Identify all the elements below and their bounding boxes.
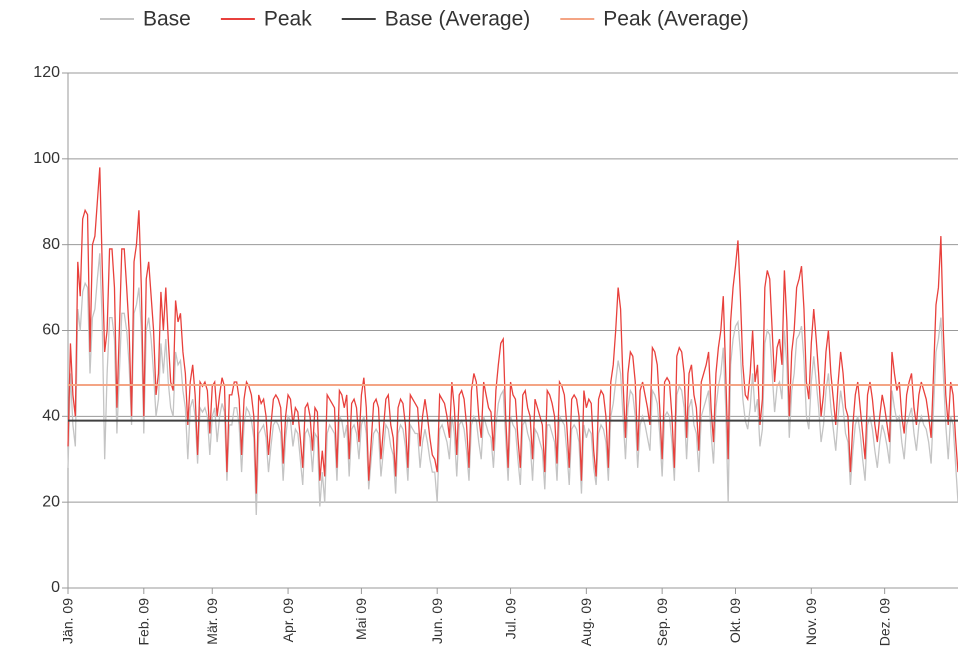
x-tick-label: Nov. 09	[803, 598, 819, 645]
y-tick-label: 20	[42, 493, 60, 510]
legend-label: Base (Average)	[385, 8, 531, 31]
y-tick-label: 120	[33, 64, 60, 81]
x-tick-label: Aug. 09	[578, 598, 594, 646]
legend-label: Base	[143, 8, 191, 31]
x-tick-label: Jul. 09	[502, 598, 518, 639]
legend-item: Peak	[220, 8, 312, 31]
y-tick-label: 40	[42, 408, 60, 425]
legend-item: Peak (Average)	[560, 8, 749, 31]
y-tick-label: 60	[42, 322, 60, 339]
y-tick-label: 80	[42, 236, 60, 253]
legend-item: Base (Average)	[341, 8, 531, 31]
data-line	[67, 253, 958, 516]
x-tick-label: Jän. 09	[60, 598, 76, 644]
x-tick-label: Jun. 09	[429, 598, 445, 644]
x-tick-label: Dez. 09	[876, 598, 892, 646]
legend-label: Peak	[264, 8, 312, 31]
x-tick-label: Apr. 09	[280, 598, 296, 643]
y-tick-label: 0	[51, 579, 60, 596]
x-tick-label: Mär. 09	[204, 598, 220, 645]
data-line	[67, 167, 958, 494]
x-tick-label: Mai 09	[353, 598, 369, 640]
y-tick-label: 100	[33, 150, 60, 167]
x-tick-label: Sep. 09	[654, 598, 670, 646]
legend-label: Peak (Average)	[603, 8, 749, 31]
x-tick-label: Feb. 09	[135, 598, 151, 646]
legend-item: Base	[100, 8, 191, 31]
x-tick-label: Okt. 09	[727, 598, 743, 643]
